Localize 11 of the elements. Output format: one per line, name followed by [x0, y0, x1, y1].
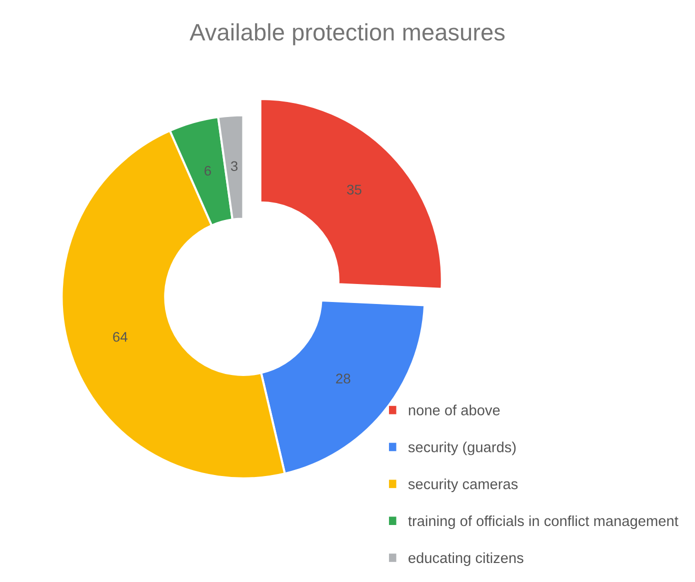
- legend-label: educating citizens: [408, 552, 524, 566]
- legend-label: none of above: [408, 404, 500, 416]
- chart-title: Available protection measures: [190, 23, 505, 46]
- data-label: 64: [113, 332, 128, 342]
- legend-label: security (guards): [408, 442, 516, 456]
- legend-label: security cameras: [408, 478, 518, 492]
- data-label: 35: [347, 184, 362, 195]
- data-label: 6: [204, 166, 211, 176]
- data-label: 3: [230, 161, 238, 172]
- data-label: 28: [336, 374, 350, 384]
- legend-label: training of officials in conflict management: [408, 515, 678, 530]
